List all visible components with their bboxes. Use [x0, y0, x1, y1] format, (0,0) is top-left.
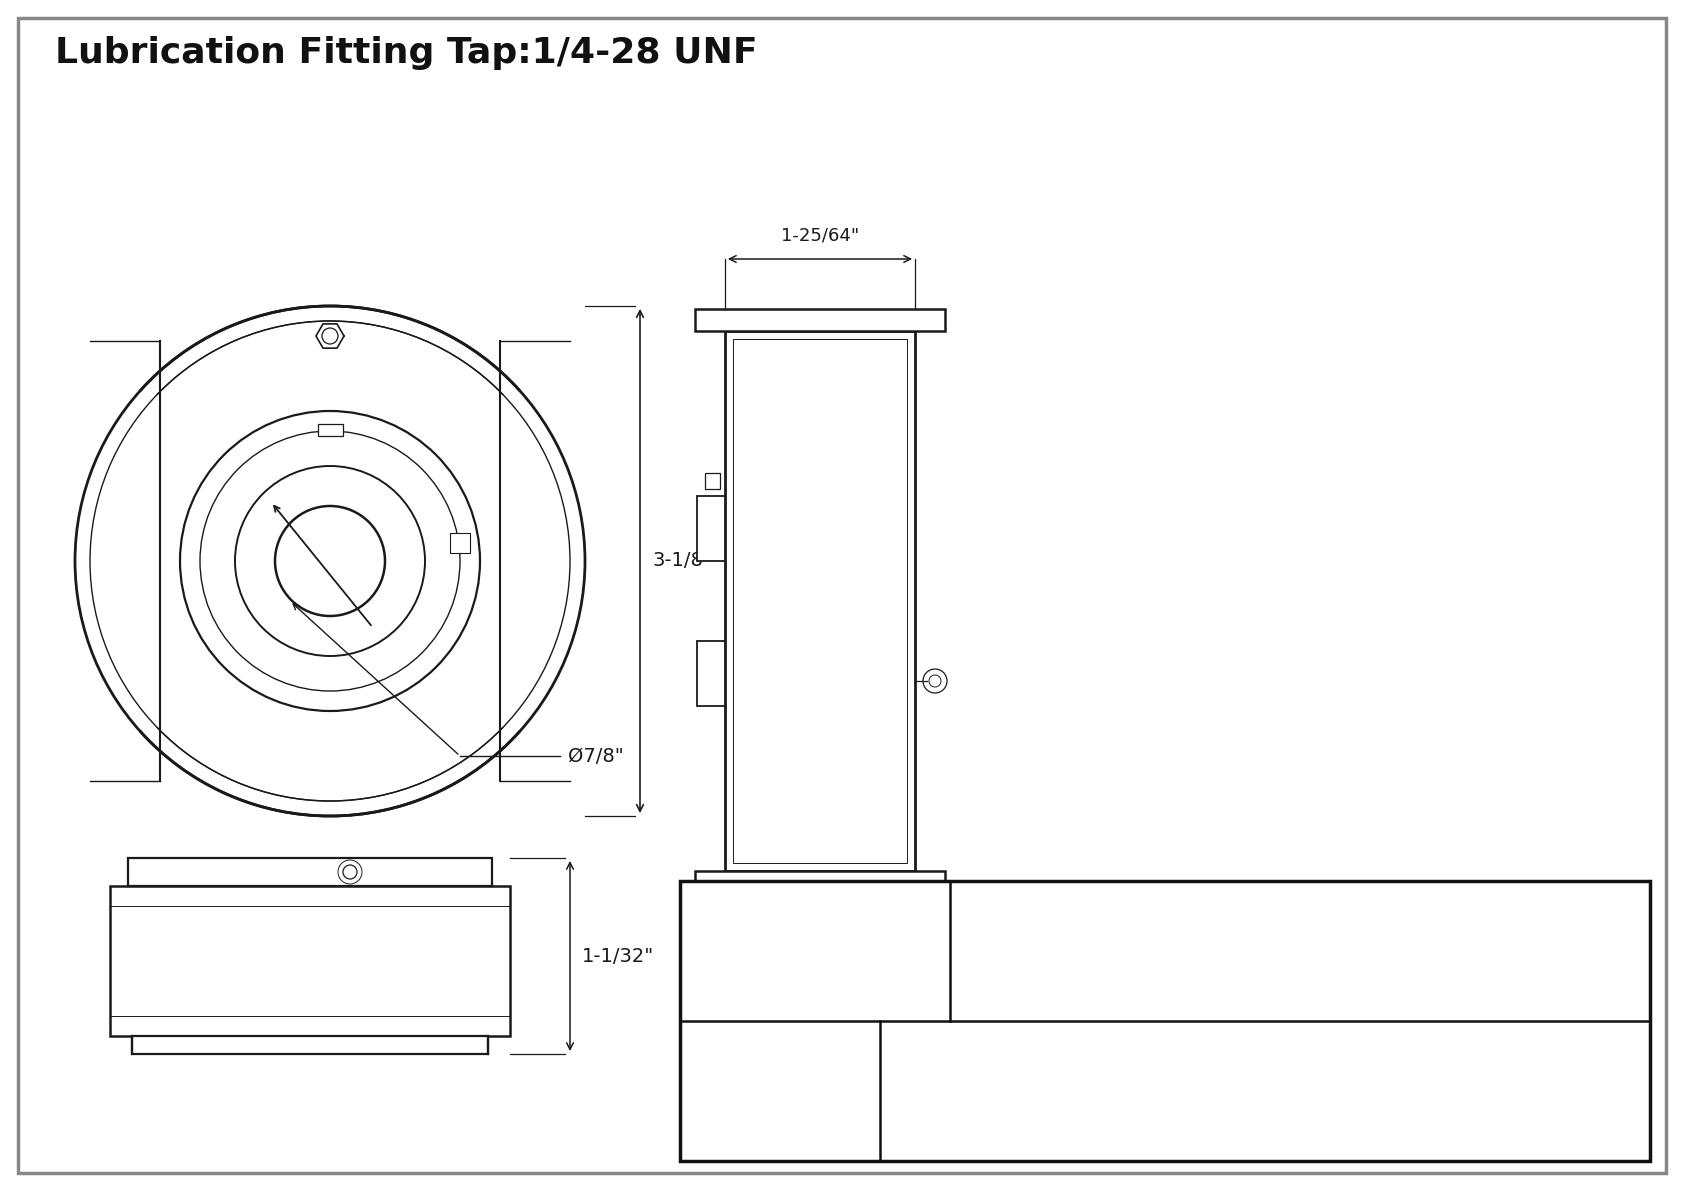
- Bar: [450, 534, 470, 553]
- Text: Cartridge Bearing Units Accu-Loc Concentric Collar: Cartridge Bearing Units Accu-Loc Concent…: [1069, 1091, 1460, 1106]
- Bar: [733, 339, 908, 863]
- Bar: [695, 871, 945, 893]
- Text: Ø7/8": Ø7/8": [568, 747, 623, 766]
- Bar: [109, 886, 510, 1036]
- Circle shape: [923, 669, 946, 693]
- Bar: [318, 424, 344, 436]
- Text: SHANGHAI LILY BEARING LIMITED: SHANGHAI LILY BEARING LIMITED: [1132, 919, 1468, 939]
- Bar: [695, 308, 945, 331]
- Text: Email: lilybearing@lily-bearing.com: Email: lilybearing@lily-bearing.com: [1164, 966, 1436, 980]
- Text: 1-25/64": 1-25/64": [781, 227, 859, 245]
- Text: ®: ®: [906, 904, 925, 923]
- Bar: [128, 858, 492, 886]
- Text: Part: Part: [763, 1068, 798, 1086]
- Bar: [131, 1036, 488, 1054]
- Polygon shape: [317, 324, 344, 348]
- Text: Lubrication Fitting Tap:1/4-28 UNF: Lubrication Fitting Tap:1/4-28 UNF: [56, 36, 758, 70]
- Bar: [680, 881, 1650, 1161]
- Circle shape: [66, 297, 594, 827]
- Text: UELC205-14: UELC205-14: [1191, 1053, 1340, 1073]
- Text: 1-1/32": 1-1/32": [583, 947, 655, 966]
- Bar: [697, 641, 726, 706]
- Text: Number: Number: [744, 1096, 817, 1114]
- Bar: [706, 473, 721, 490]
- Text: Locking: Locking: [1236, 1114, 1295, 1129]
- Bar: [697, 495, 726, 561]
- Text: LILY: LILY: [734, 917, 894, 985]
- Text: 3-1/8": 3-1/8": [652, 551, 712, 570]
- Bar: [726, 331, 914, 871]
